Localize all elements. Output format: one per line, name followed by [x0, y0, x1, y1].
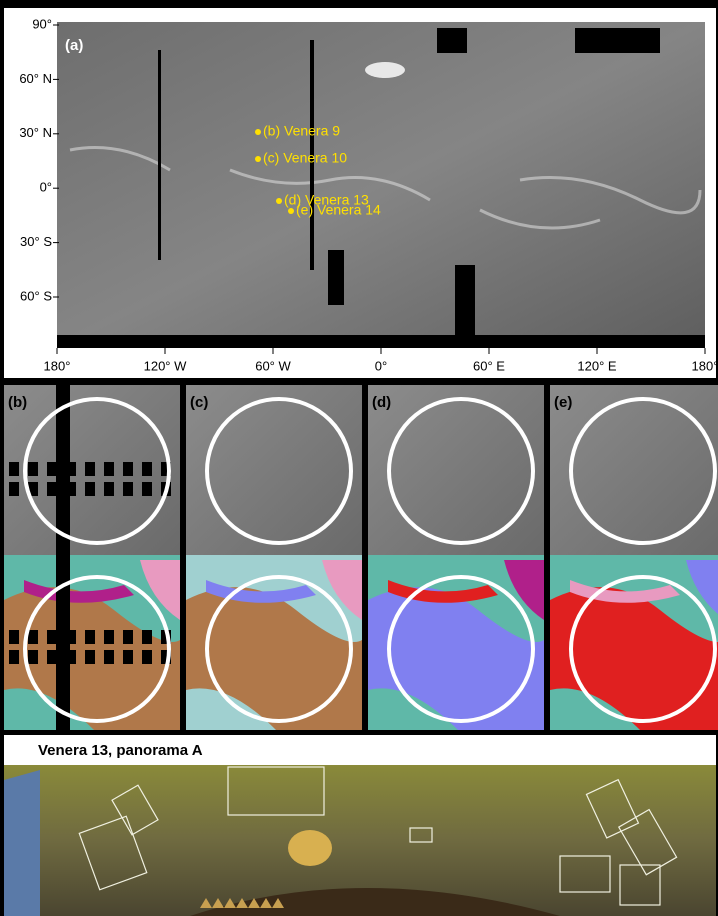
site-dot	[276, 198, 282, 204]
radar-image	[186, 385, 362, 555]
data-gap	[66, 482, 76, 496]
longitude-label: 60° W	[255, 358, 291, 373]
page: (a) 90° 60° N 30° N 0° 30° S 60° S 180° 120° W…	[0, 0, 718, 916]
latitude-label: 0°	[40, 180, 52, 195]
longitude-label: 180°	[44, 358, 71, 373]
data-gap	[47, 462, 57, 476]
site-panels: (b) (c) (d) (e)	[4, 385, 718, 730]
data-gap	[28, 650, 38, 664]
panel-label: (e)	[554, 394, 572, 411]
data-gap	[28, 630, 38, 644]
data-gap	[47, 482, 57, 496]
longitude-label: 60° E	[473, 358, 505, 373]
data-gap	[66, 462, 76, 476]
figure: (a) 90° 60° N 30° N 0° 30° S 60° S 180° 120° W…	[0, 0, 718, 916]
data-gap	[66, 650, 76, 664]
data-gap	[28, 462, 38, 476]
data-gap	[123, 462, 133, 476]
data-gap	[85, 482, 95, 496]
data-gap	[123, 630, 133, 644]
panorama-title: Venera 13, panorama A	[38, 742, 203, 759]
data-gap	[142, 650, 152, 664]
site-dot	[288, 208, 294, 214]
data-gap	[142, 462, 152, 476]
site-label: (e) Venera 14	[296, 202, 381, 218]
data-gap	[123, 482, 133, 496]
data-gap	[66, 630, 76, 644]
sky	[4, 770, 40, 916]
data-gap	[104, 630, 114, 644]
data-gap	[85, 630, 95, 644]
data-gap	[9, 630, 19, 644]
longitude-label: 0°	[375, 358, 387, 373]
data-gap	[142, 630, 152, 644]
longitude-label: 120° W	[144, 358, 188, 373]
radar-image	[368, 385, 544, 555]
data-gap	[47, 650, 57, 664]
site-label: (c) Venera 10	[263, 150, 347, 166]
longitude-label: 180°	[692, 358, 718, 373]
data-gap	[9, 650, 19, 664]
data-gap	[47, 630, 57, 644]
data-gap	[9, 482, 19, 496]
data-gap	[85, 650, 95, 664]
latitude-label: 60° S	[20, 288, 52, 303]
data-gap	[9, 462, 19, 476]
site-dot	[255, 129, 261, 135]
site-label: (b) Venera 9	[263, 123, 340, 139]
lander-cover	[288, 830, 332, 866]
data-gap	[104, 462, 114, 476]
panel-label: (b)	[8, 394, 27, 411]
radar-image	[550, 385, 718, 555]
data-gap	[56, 385, 70, 730]
data-gap	[104, 482, 114, 496]
latitude-label: 60° N	[19, 71, 52, 86]
latitude-label: 30° S	[20, 234, 52, 249]
bright-region	[365, 62, 405, 78]
site-dot	[255, 156, 261, 162]
data-gap	[142, 482, 152, 496]
panel-label: (a)	[65, 37, 83, 54]
latitude-label: 30° N	[19, 125, 52, 140]
longitude-label: 120° E	[577, 358, 617, 373]
data-gap	[104, 650, 114, 664]
data-gap	[85, 462, 95, 476]
data-gap	[123, 650, 133, 664]
latitude-label: 90°	[32, 16, 52, 31]
panel-label: (c)	[190, 394, 208, 411]
panel-label: (d)	[372, 394, 391, 411]
